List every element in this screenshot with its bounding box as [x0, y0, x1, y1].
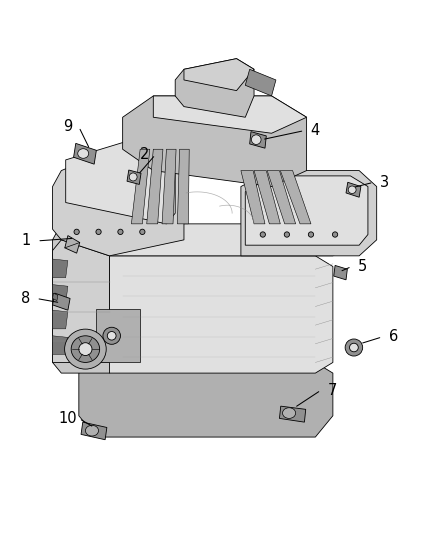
- Polygon shape: [123, 96, 307, 187]
- Polygon shape: [61, 213, 359, 256]
- Ellipse shape: [140, 229, 145, 235]
- Ellipse shape: [78, 149, 88, 158]
- Polygon shape: [127, 170, 141, 184]
- Text: 3: 3: [380, 175, 389, 190]
- Ellipse shape: [251, 135, 261, 144]
- Ellipse shape: [129, 173, 137, 181]
- Polygon shape: [175, 59, 254, 117]
- Polygon shape: [110, 256, 333, 373]
- Ellipse shape: [79, 343, 92, 356]
- Polygon shape: [147, 149, 163, 224]
- Polygon shape: [153, 96, 307, 133]
- Ellipse shape: [348, 186, 356, 193]
- Polygon shape: [346, 182, 361, 197]
- Ellipse shape: [260, 232, 265, 237]
- Text: 1: 1: [21, 233, 31, 248]
- Ellipse shape: [103, 327, 120, 344]
- Text: 4: 4: [311, 123, 320, 138]
- Polygon shape: [162, 149, 176, 224]
- Ellipse shape: [332, 232, 338, 237]
- Text: 5: 5: [358, 259, 367, 274]
- Ellipse shape: [74, 229, 79, 235]
- Text: 10: 10: [59, 411, 77, 426]
- Polygon shape: [53, 133, 184, 256]
- Text: 9: 9: [63, 119, 73, 134]
- Polygon shape: [79, 362, 333, 437]
- Polygon shape: [241, 171, 377, 256]
- Polygon shape: [53, 336, 68, 354]
- Text: 8: 8: [21, 291, 30, 306]
- Polygon shape: [53, 259, 68, 278]
- Ellipse shape: [350, 343, 358, 352]
- Polygon shape: [53, 224, 123, 373]
- Polygon shape: [184, 59, 254, 91]
- Ellipse shape: [107, 332, 116, 340]
- Text: 7: 7: [327, 383, 337, 398]
- Polygon shape: [53, 293, 70, 310]
- Polygon shape: [53, 285, 68, 303]
- Polygon shape: [53, 293, 58, 301]
- Polygon shape: [66, 133, 175, 224]
- Polygon shape: [334, 265, 347, 280]
- Ellipse shape: [118, 229, 123, 235]
- Ellipse shape: [345, 339, 363, 356]
- Ellipse shape: [96, 229, 101, 235]
- Polygon shape: [279, 406, 306, 422]
- Polygon shape: [53, 240, 110, 362]
- Polygon shape: [250, 132, 266, 148]
- Polygon shape: [65, 236, 80, 253]
- Ellipse shape: [64, 329, 106, 369]
- Ellipse shape: [71, 336, 99, 362]
- Text: 6: 6: [389, 329, 398, 344]
- Polygon shape: [177, 149, 189, 224]
- Polygon shape: [81, 422, 107, 440]
- Ellipse shape: [308, 232, 314, 237]
- Polygon shape: [131, 149, 150, 224]
- Polygon shape: [280, 171, 311, 224]
- Polygon shape: [267, 171, 296, 224]
- Polygon shape: [74, 143, 96, 164]
- Ellipse shape: [283, 408, 296, 418]
- Polygon shape: [254, 171, 280, 224]
- Polygon shape: [245, 176, 368, 245]
- Ellipse shape: [85, 425, 99, 436]
- Polygon shape: [53, 310, 68, 329]
- Polygon shape: [241, 171, 265, 224]
- Text: 2: 2: [140, 147, 149, 162]
- Polygon shape: [96, 309, 140, 362]
- Polygon shape: [245, 69, 276, 96]
- Ellipse shape: [284, 232, 290, 237]
